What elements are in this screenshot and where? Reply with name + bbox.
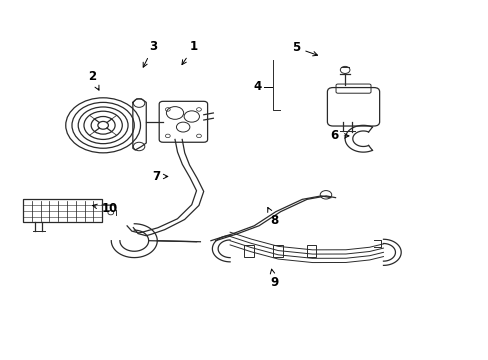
Bar [244, 244, 254, 257]
Text: 10: 10 [92, 202, 117, 215]
Text: 4: 4 [253, 80, 262, 93]
Text: 7: 7 [151, 170, 160, 183]
Text: 8: 8 [267, 207, 278, 227]
Bar [23, 199, 102, 222]
Bar [306, 244, 316, 257]
Text: 2: 2 [88, 70, 99, 90]
Text: 9: 9 [269, 269, 278, 289]
Bar [273, 244, 282, 257]
Text: 1: 1 [182, 40, 198, 64]
Text: 3: 3 [143, 40, 157, 67]
Text: 6: 6 [330, 129, 348, 143]
Text: 5: 5 [291, 41, 317, 56]
